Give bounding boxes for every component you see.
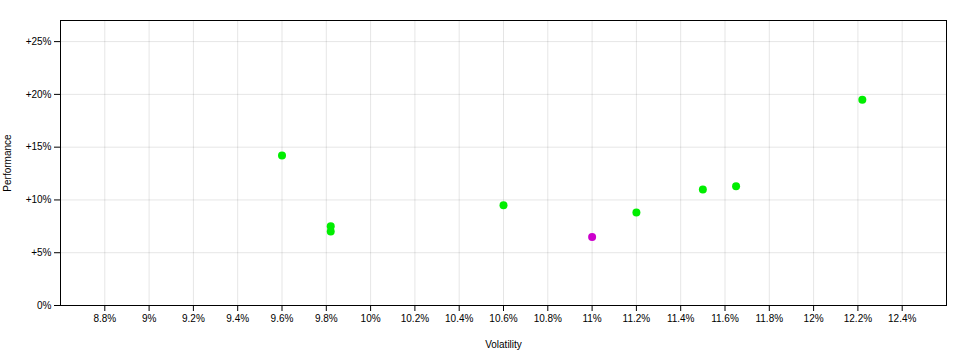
svg-text:+20%: +20% bbox=[26, 89, 52, 100]
svg-text:11.8%: 11.8% bbox=[755, 313, 783, 324]
svg-text:10.8%: 10.8% bbox=[534, 313, 562, 324]
svg-text:9%: 9% bbox=[142, 313, 157, 324]
svg-text:11.4%: 11.4% bbox=[667, 313, 695, 324]
svg-text:12.4%: 12.4% bbox=[888, 313, 916, 324]
svg-text:11.6%: 11.6% bbox=[711, 313, 739, 324]
svg-text:10%: 10% bbox=[361, 313, 381, 324]
svg-text:12.2%: 12.2% bbox=[844, 313, 872, 324]
svg-text:Volatility: Volatility bbox=[485, 339, 522, 350]
svg-text:12%: 12% bbox=[804, 313, 824, 324]
svg-text:9.6%: 9.6% bbox=[271, 313, 294, 324]
svg-text:+10%: +10% bbox=[26, 194, 52, 205]
svg-text:0%: 0% bbox=[37, 300, 52, 311]
svg-text:+5%: +5% bbox=[31, 247, 51, 258]
svg-text:11%: 11% bbox=[582, 313, 601, 324]
svg-text:10.4%: 10.4% bbox=[445, 313, 473, 324]
svg-text:10.6%: 10.6% bbox=[489, 313, 517, 324]
svg-text:9.8%: 9.8% bbox=[315, 313, 338, 324]
svg-text:9.2%: 9.2% bbox=[182, 313, 205, 324]
svg-text:+25%: +25% bbox=[26, 36, 52, 47]
svg-text:11.2%: 11.2% bbox=[623, 313, 651, 324]
svg-text:Performance: Performance bbox=[2, 134, 13, 192]
svg-text:9.4%: 9.4% bbox=[226, 313, 249, 324]
svg-text:8.8%: 8.8% bbox=[93, 313, 116, 324]
svg-text:10.2%: 10.2% bbox=[401, 313, 429, 324]
svg-text:+15%: +15% bbox=[26, 141, 52, 152]
